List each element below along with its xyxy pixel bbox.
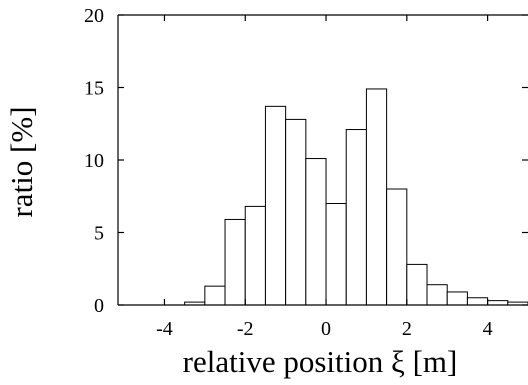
histogram-bar-14 [446, 291, 468, 306]
y-tick-label-1: 5 [94, 223, 104, 245]
histogram-bar-10 [365, 88, 388, 306]
histogram-bar-12 [406, 263, 428, 306]
histogram-bar-13 [426, 284, 448, 306]
y-axis-title: ratio [%] [4, 106, 39, 217]
x-tick-label-0: -4 [156, 318, 173, 340]
histogram-bar-3 [224, 218, 246, 306]
y-tick-label-2: 10 [84, 150, 104, 172]
histogram-bar-4 [244, 205, 266, 306]
x-tick-label-2: 0 [321, 318, 331, 340]
histogram-bar-15 [466, 297, 489, 306]
bars-layer [184, 88, 528, 306]
histogram-bar-6 [285, 118, 307, 306]
histogram-bar-8 [325, 203, 347, 306]
y-tick-label-0: 0 [94, 295, 104, 317]
x-tick-label-4: 4 [483, 318, 493, 340]
histogram-bar-16 [487, 300, 509, 306]
histogram-bar-9 [345, 129, 367, 306]
x-tick-label-1: -2 [237, 318, 254, 340]
y-tick-label-3: 15 [84, 78, 104, 100]
y-tick-label-4: 20 [84, 5, 104, 27]
histogram-bar-5 [264, 105, 287, 306]
histogram-bar-11 [386, 188, 408, 306]
ticks-layer: 0 5 10 15 20 -4 -2 0 2 4 [84, 5, 528, 340]
x-axis-title: relative position ξ [m] [183, 344, 458, 379]
histogram-bar-2 [204, 285, 226, 306]
x-tick-label-3: 2 [402, 318, 412, 340]
histogram-bar-7 [305, 158, 327, 306]
